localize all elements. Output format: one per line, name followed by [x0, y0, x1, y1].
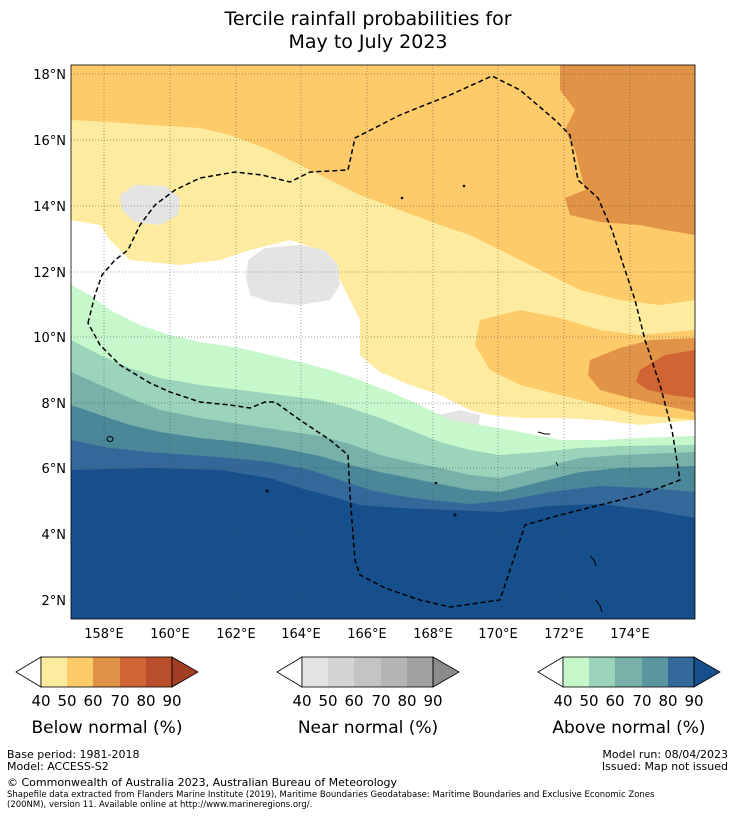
- colorbar-above-bin-0: [563, 657, 589, 687]
- lon-label-6: 170°E: [478, 627, 518, 642]
- lon-label-1: 160°E: [150, 627, 190, 642]
- colorbar-below-tick-4: 80: [136, 692, 155, 710]
- colorbar-below-bin-1: [67, 657, 93, 687]
- colorbar-near-extend-high: [432, 656, 460, 688]
- colorbar-near-tick-4: 80: [397, 692, 416, 710]
- colorbar-below-outline: [40, 656, 173, 688]
- shapefile-credit-1: Shapefile data extracted from Flanders M…: [7, 790, 655, 800]
- field-near-40-a: [246, 245, 340, 305]
- colorbar-above-extend-high: [693, 656, 721, 688]
- colorbar-above-bin-3: [642, 657, 668, 687]
- model-run: Model run: 08/04/2023: [602, 748, 728, 761]
- lon-label-2: 162°E: [216, 627, 256, 642]
- colorbar-below: 40 50 60 70 80 90 Below normal (%): [15, 656, 199, 738]
- lon-label-0: 158°E: [84, 627, 124, 642]
- lon-label-7: 172°E: [544, 627, 584, 642]
- colorbar-above-bin-1: [589, 657, 615, 687]
- colorbar-near-bin-4: [407, 657, 433, 687]
- lat-label-5: 8°N: [42, 397, 67, 412]
- colorbar-below-title: Below normal (%): [32, 718, 183, 738]
- colorbar-below-bin-0: [41, 657, 67, 687]
- model-name: Model: ACCESS-S2: [7, 760, 109, 773]
- colorbar-below-bin-4: [146, 657, 172, 687]
- colorbar-near-title: Near normal (%): [298, 718, 438, 738]
- field-below-60: [560, 65, 695, 235]
- colorbar-below-tick-5: 90: [162, 692, 181, 710]
- lat-label-3: 12°N: [33, 266, 66, 281]
- colorbar-above-tick-2: 60: [605, 692, 624, 710]
- colorbar-near-tick-1: 50: [318, 692, 337, 710]
- field-near-40-b: [120, 185, 180, 225]
- colorbar-near: 40 50 60 70 80 90 Near normal (%): [276, 656, 460, 738]
- colorbar-above-bin-2: [615, 657, 642, 687]
- latitude-labels: 18°N 16°N 14°N 12°N 10°N 8°N 6°N 4°N 2°N: [33, 68, 66, 609]
- colorbar-above-bin-4: [668, 657, 694, 687]
- colorbar-above-tick-4: 80: [658, 692, 677, 710]
- lon-label-5: 168°E: [413, 627, 453, 642]
- colorbar-above-tick-1: 50: [579, 692, 598, 710]
- gridlines: [71, 65, 695, 619]
- eez-boundary: [87, 75, 681, 608]
- colorbar-above-tick-5: 90: [684, 692, 703, 710]
- copyright: © Commonwealth of Australia 2023, Austra…: [7, 776, 397, 789]
- colorbar-near-bin-3: [381, 657, 407, 687]
- colorbar-above-extend-low: [537, 656, 564, 688]
- colorbar-above-title: Above normal (%): [552, 718, 705, 738]
- colorbar-near-tick-5: 90: [423, 692, 442, 710]
- shapefile-credit-2: (200NM), version 11. Available online at…: [7, 800, 313, 810]
- base-period: Base period: 1981-2018: [7, 748, 140, 761]
- colorbar-above-tick-3: 70: [632, 692, 651, 710]
- colorbar-near-bin-2: [354, 657, 381, 687]
- lat-label-1: 16°N: [33, 134, 66, 149]
- colorbar-near-bin-0: [302, 657, 328, 687]
- colorbar-near-bin-1: [328, 657, 354, 687]
- islands: [106, 184, 603, 613]
- lon-label-4: 166°E: [347, 627, 387, 642]
- colorbar-below-tick-3: 70: [110, 692, 129, 710]
- map-title: Tercile rainfall probabilities for May t…: [0, 8, 736, 54]
- colorbar-below-tick-0: 40: [31, 692, 50, 710]
- colorbar-near-tick-2: 60: [344, 692, 363, 710]
- lat-label-8: 2°N: [42, 594, 67, 609]
- colorbar-below-extend-low: [15, 656, 42, 688]
- title-line-1: Tercile rainfall probabilities for: [224, 8, 512, 30]
- lat-label-2: 14°N: [33, 200, 66, 215]
- colorbar-above-outline: [562, 656, 695, 688]
- lat-label-6: 6°N: [42, 462, 67, 477]
- colorbar-below-extend-high: [171, 656, 199, 688]
- colorbar-near-extend-low: [276, 656, 303, 688]
- lat-label-0: 18°N: [33, 68, 66, 83]
- colorbar-near-outline: [301, 656, 434, 688]
- title-line-2: May to July 2023: [288, 31, 448, 53]
- map-frame: [70, 64, 696, 620]
- lat-label-7: 4°N: [42, 528, 67, 543]
- colorbar-near-tick-0: 40: [292, 692, 311, 710]
- field-above-90: [71, 468, 695, 619]
- colorbar-above-tick-0: 40: [553, 692, 572, 710]
- lon-label-3: 164°E: [281, 627, 321, 642]
- longitude-labels: 158°E 160°E 162°E 164°E 166°E 168°E 170°…: [84, 627, 650, 642]
- colorbar-above: 40 50 60 70 80 90 Above normal (%): [537, 656, 721, 738]
- lat-label-4: 10°N: [33, 331, 66, 346]
- field-below-50: [71, 65, 695, 305]
- issued-status: Issued: Map not issued: [601, 760, 728, 773]
- lon-label-8: 174°E: [610, 627, 650, 642]
- colorbar-below-bin-3: [120, 657, 146, 687]
- colorbar-below-tick-1: 50: [57, 692, 76, 710]
- colorbar-below-tick-2: 60: [83, 692, 102, 710]
- colorbar-near-tick-3: 70: [371, 692, 390, 710]
- probability-field: [71, 65, 695, 619]
- field-below-70: [636, 350, 695, 398]
- colorbar-below-bin-2: [93, 657, 120, 687]
